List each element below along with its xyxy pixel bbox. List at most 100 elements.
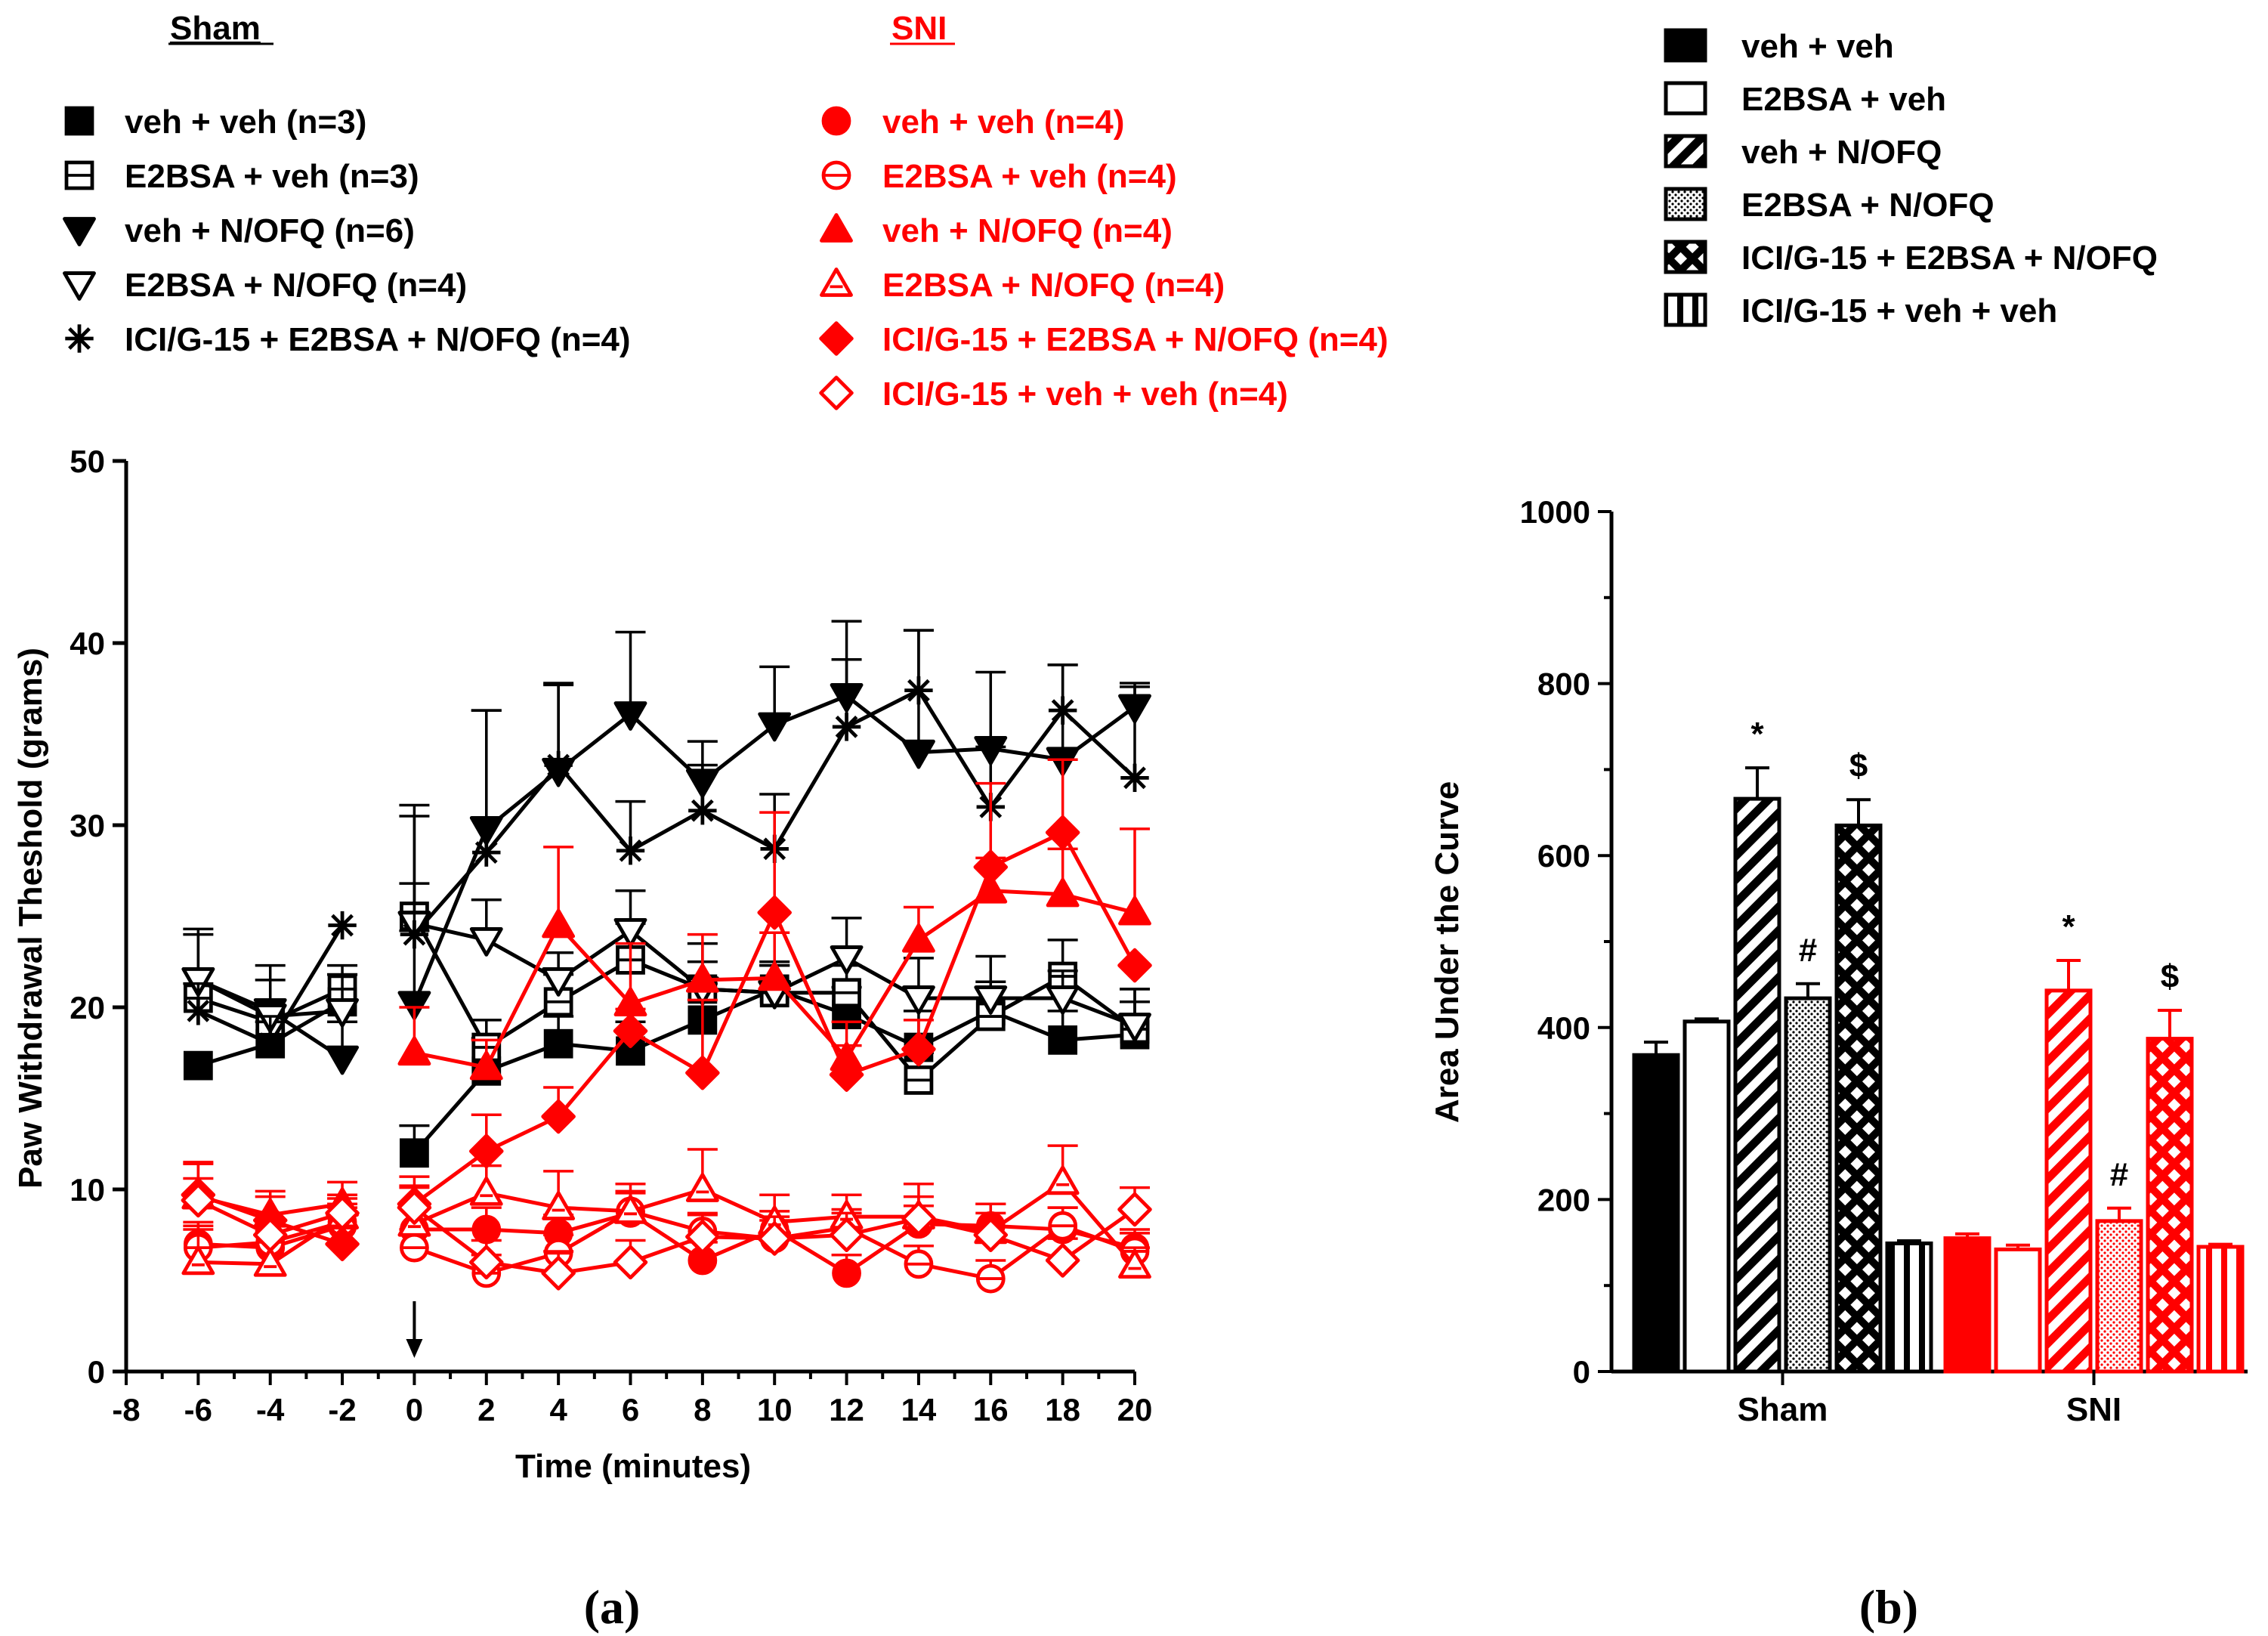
data-point [832,978,861,1008]
line-chart-y-tick-label: 40 [70,626,105,661]
data-point [757,895,792,930]
data-point [758,961,792,991]
line-chart-axes: 0 10 20 30 40 50 -8 -6 -4 -2 0 2 4 6 8 10 12 14 16 18 20 [70,444,1152,1427]
data-point [256,1029,285,1058]
legend-sham-marker [64,106,94,136]
legend-bar-label: veh + N/OFQ [1741,134,1942,171]
line-chart-x-tick-label: 18 [1045,1392,1080,1427]
line-chart-x-tick-label: -8 [112,1392,140,1427]
data-point [685,1055,720,1090]
legend-bar-swatch [1664,292,1707,327]
legend-bar-chart: veh + veh E2BSA + veh veh + N/OFQ E2BSA + N… [1664,28,2158,329]
legend-sham-marker [64,160,94,190]
line-series [181,1177,1152,1291]
data-point [758,712,792,742]
data-point [1048,1025,1078,1055]
data-point [829,1057,864,1092]
line-chart-x-tick-label: 16 [973,1392,1009,1427]
data-point [613,917,647,948]
data-point [469,1245,504,1280]
line-chart-x-tick-label: 6 [622,1392,639,1427]
line-chart-x-tick-label: 20 [1117,1392,1153,1427]
data-point [543,1028,573,1059]
legend-bar-label: veh + veh [1741,28,1894,65]
data-point [1048,696,1077,725]
data-point [397,991,431,1021]
legend-sham-marker [63,217,96,246]
bar [1885,1241,1933,1374]
bar-chart-bars: * # $ * # $ [1632,716,2245,1374]
legend-sham: veh + veh (n=3) E2BSA + veh (n=3) veh + N/… [63,104,631,358]
data-point [181,1245,215,1276]
data-point [400,1232,429,1263]
bar [2196,1245,2245,1374]
line-chart-x-tick-label: 8 [694,1392,711,1427]
series-line-post [413,987,1136,1155]
line-chart-x-tick-label: 2 [477,1392,495,1427]
data-point [613,1245,648,1280]
data-point [1117,1192,1152,1227]
bar-chart-category-label: Sham [1738,1391,1828,1428]
line-chart-x-tick-label: 0 [406,1392,423,1427]
line-chart-series [181,620,1152,1294]
bar [1994,1247,2042,1374]
line-chart-x-tick-label: 10 [757,1392,793,1427]
data-point [471,1214,502,1245]
legend-bar-swatch [1664,240,1707,274]
legend-bar-label: E2BSA + N/OFQ [1741,187,1995,224]
line-chart-y-tick-label: 50 [70,444,105,479]
legend-bar-label: ICI/G-15 + E2BSA + N/OFQ [1741,240,2158,277]
line-chart-x-tick-label: 14 [901,1392,937,1427]
bar-chart-category-label: SNI [2066,1391,2121,1428]
significance-marker: $ [1849,747,1868,784]
data-point [830,945,864,975]
legend-bar-swatch [1664,187,1707,221]
data-point [541,1099,576,1134]
legend-sni-marker [820,213,853,243]
significance-marker: # [1799,932,1817,969]
legend-sni-label: E2BSA + N/OFQ (n=4) [882,267,1225,304]
bar-chart-y-tick-label: 0 [1573,1354,1590,1390]
panel-label-b: (b) [1859,1580,1918,1634]
data-point [613,701,647,731]
data-point [469,927,503,957]
data-point [901,1201,936,1236]
data-point [901,1031,936,1067]
legend-sni-marker [819,376,854,410]
legend-sham-marker [65,324,94,353]
bar-chart-y-tick-label: 600 [1537,838,1590,874]
data-point [901,985,935,1015]
legend-sni-label: veh + veh (n=4) [882,104,1124,141]
data-point [613,1013,648,1049]
data-point [685,963,719,993]
data-point [325,1195,360,1231]
line-chart-x-tick-label: -2 [328,1392,356,1427]
bar [2044,988,2093,1374]
data-point [1045,1243,1080,1278]
data-point [472,838,501,867]
data-point [974,985,1008,1015]
data-point [1120,763,1149,793]
bar-chart-y-tick-label: 200 [1537,1182,1590,1217]
legend-sni-label: veh + N/OFQ (n=4) [882,212,1173,249]
data-point [469,1176,503,1206]
data-point [541,1256,576,1291]
line-chart-y-label: Paw Withdrawal Theshold (grams) [12,648,49,1189]
line-chart-x-tick-label: 12 [829,1392,864,1427]
legend-sni-label: E2BSA + veh (n=4) [882,158,1177,195]
data-point [757,1221,792,1256]
data-point [1117,948,1152,983]
legend-sni-marker [821,160,851,190]
data-point [685,1219,720,1254]
legend-sni-marker [821,106,851,136]
data-point [253,1247,287,1277]
legend-sham-label: ICI/G-15 + E2BSA + N/OFQ (n=4) [125,321,631,358]
bar [1733,796,1781,1374]
panel-label-a: (a) [584,1580,641,1634]
significance-marker: * [2062,908,2075,945]
legend-sni-marker [819,321,854,356]
line-chart-y-tick-label: 0 [88,1354,105,1390]
bar [1834,823,1883,1374]
data-point [975,1263,1006,1294]
